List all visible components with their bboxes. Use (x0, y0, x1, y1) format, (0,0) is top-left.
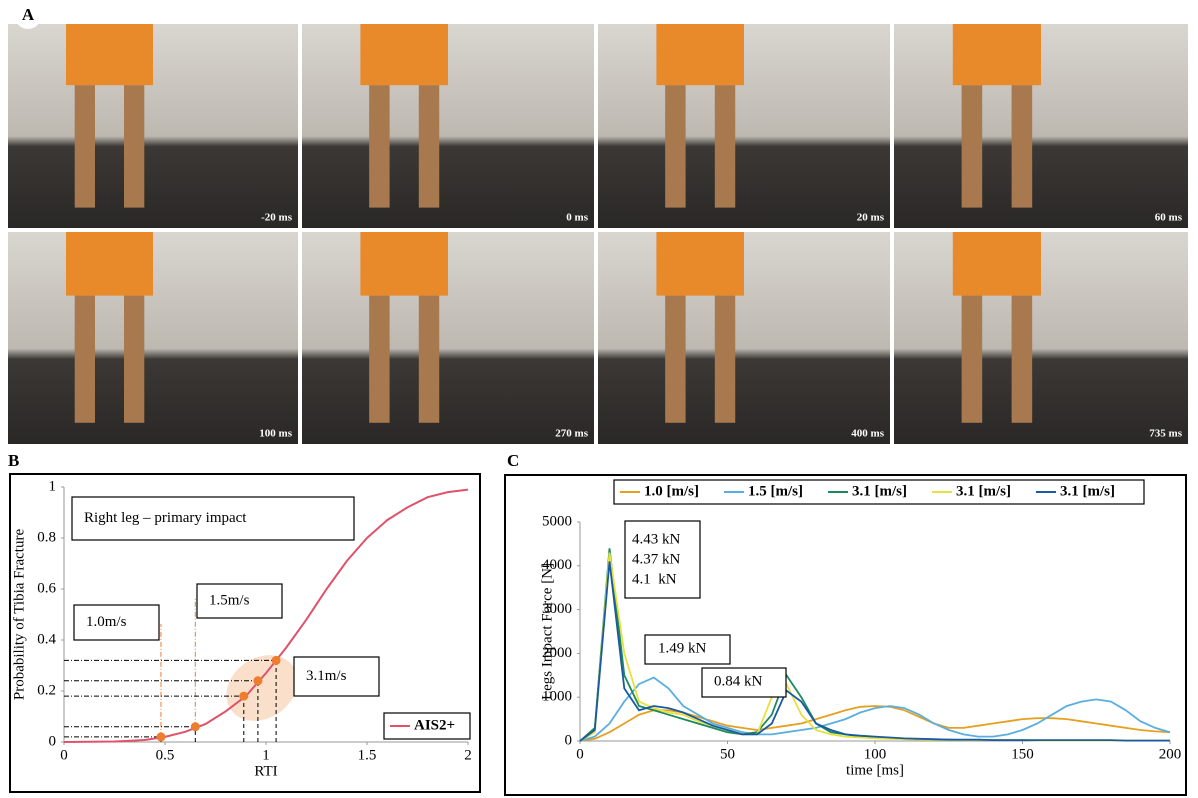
data-point (253, 676, 262, 685)
frame-label: 60 ms (1155, 212, 1183, 224)
y-tick-label: 0 (49, 733, 57, 749)
photo-grid: -20 ms 0 ms 20 ms 60 ms 100 ms 270 ms 400 ms 73… (8, 24, 1188, 444)
x-tick-label: 1 (262, 747, 270, 763)
panel-label: C (507, 451, 519, 470)
dummy-leg (715, 296, 735, 423)
dummy-leg (1012, 85, 1033, 207)
x-tick-label: 100 (864, 746, 887, 762)
dummy-shorts (953, 24, 1041, 85)
legend-label: 1.5 [m/s] (748, 483, 803, 499)
data-point (239, 692, 248, 701)
dummy-leg (715, 85, 735, 207)
y-tick-label: 0.8 (37, 529, 56, 545)
frame-label: 400 ms (851, 428, 884, 440)
legend-label: AIS2+ (414, 717, 455, 733)
dummy-leg (962, 85, 983, 207)
dummy-shorts (656, 24, 744, 85)
y-tick-label: 0.4 (37, 631, 56, 647)
annotation: 1.0m/s (86, 614, 127, 630)
legend-label: 3.1 [m/s] (852, 483, 907, 499)
figure: -20 ms 0 ms 20 ms 60 ms 100 ms 270 ms 400 ms 73… (0, 0, 1198, 798)
dummy-shorts (656, 232, 744, 296)
frame-label: 270 ms (555, 428, 588, 440)
x-tick-label: 200 (1159, 746, 1182, 762)
frame-label: -20 ms (261, 212, 293, 224)
x-axis-label: RTI (254, 763, 277, 779)
dummy-shorts (953, 232, 1041, 296)
y-tick-label: 0 (565, 732, 573, 748)
annotation: 1.5m/s (209, 592, 250, 608)
annotation: 3.1m/s (306, 668, 347, 684)
data-point (191, 722, 200, 731)
dummy-leg (419, 296, 439, 423)
panel-label: A (22, 5, 35, 24)
data-point (156, 732, 165, 741)
dummy-leg (665, 85, 685, 207)
panel-label: B (8, 451, 19, 470)
x-tick-label: 0 (60, 747, 68, 763)
annotation: 4.43 kN (632, 531, 681, 547)
dummy-leg (75, 296, 95, 423)
dummy-leg (369, 85, 389, 207)
x-tick-label: 0 (576, 746, 584, 762)
y-tick-label: 0.2 (37, 682, 56, 698)
frame-label: 100 ms (259, 428, 292, 440)
y-tick-label: 5000 (542, 513, 572, 529)
x-tick-label: 1.5 (358, 747, 377, 763)
dummy-leg (962, 296, 983, 423)
frame-label: 20 ms (857, 212, 885, 224)
panel-frame (505, 475, 1186, 795)
x-tick-label: 150 (1011, 746, 1034, 762)
y-tick-label: 0.6 (37, 580, 56, 596)
legend-label: 3.1 [m/s] (956, 483, 1011, 499)
data-point (272, 656, 281, 665)
dummy-leg (665, 296, 685, 423)
dummy-shorts (360, 24, 448, 85)
dummy-leg (124, 85, 144, 207)
series-line (580, 678, 1170, 742)
dummy-leg (369, 296, 389, 423)
y-axis-label: Probability of Tibia Fracture (11, 529, 27, 701)
x-tick-label: 50 (720, 746, 735, 762)
x-tick-label: 0.5 (156, 747, 175, 763)
annotation: 1.49 kN (658, 640, 707, 656)
annotation: 4.1 kN (632, 571, 677, 587)
x-axis-label: time [ms] (846, 762, 904, 778)
y-axis-label: Legs Impact Force [N] (539, 563, 555, 700)
annotation: 4.37 kN (632, 551, 681, 567)
dummy-leg (124, 296, 144, 423)
annotation: 0.84 kN (714, 673, 763, 689)
legend-label: 1.0 [m/s] (644, 483, 699, 499)
dummy-shorts (66, 232, 153, 296)
x-tick-label: 2 (464, 747, 472, 763)
dummy-shorts (66, 24, 153, 85)
y-tick-label: 1 (49, 478, 57, 494)
frame-label: 735 ms (1149, 428, 1182, 440)
dummy-leg (419, 85, 439, 207)
dummy-leg (75, 85, 95, 207)
legend-label: 3.1 [m/s] (1060, 483, 1115, 499)
annotation: Right leg – primary impact (84, 510, 247, 526)
dummy-leg (1012, 296, 1033, 423)
frame-label: 0 ms (566, 212, 588, 224)
dummy-shorts (360, 232, 448, 296)
